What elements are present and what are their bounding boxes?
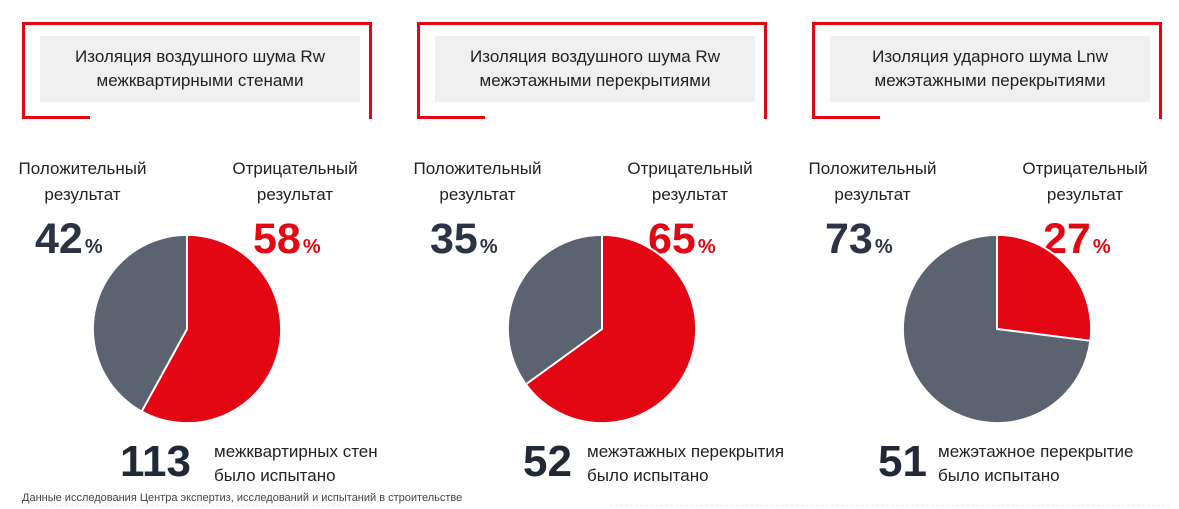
- title-frame: Изоляция воздушного шума Rw межэтажными …: [417, 22, 767, 119]
- pie-chart: [902, 233, 1092, 425]
- positive-percent: 42%: [35, 214, 103, 272]
- positive-label-line1: Положительный: [413, 159, 542, 178]
- dashed-divider: [30, 505, 360, 506]
- chart-panel-3: Изоляция ударного шума Lnw межэтажными п…: [790, 0, 1179, 509]
- positive-percent: 35%: [430, 214, 498, 272]
- title-frame: Изоляция воздушного шума Rw межквартирны…: [22, 22, 372, 119]
- negative-label-line2: результат: [651, 185, 729, 204]
- footnote: Данные исследования Центра экспертиз, ис…: [22, 492, 463, 504]
- negative-label: Отрицательный результат: [605, 156, 775, 208]
- tested-count-text-line1: межэтажное перекрытие: [938, 442, 1134, 461]
- dashed-divider: [610, 505, 1170, 506]
- pie-slice-negative: [996, 233, 1092, 342]
- negative-label-line2: результат: [1046, 185, 1124, 204]
- tested-count: 52: [523, 437, 572, 486]
- percent-sign: %: [479, 236, 498, 258]
- title-frame: Изоляция ударного шума Lnw межэтажными п…: [812, 22, 1162, 119]
- positive-label: Положительный результат: [0, 156, 165, 208]
- chart-title: Изоляция ударного шума Lnw межэтажными п…: [830, 36, 1150, 102]
- positive-label: Положительный результат: [790, 156, 955, 208]
- negative-label: Отрицательный результат: [210, 156, 380, 208]
- positive-label-line2: результат: [44, 185, 121, 204]
- positive-percent-value: 35: [430, 215, 478, 263]
- tested-count-text-line2: было испытано: [214, 466, 336, 485]
- chart-title: Изоляция воздушного шума Rw межквартирны…: [40, 36, 360, 102]
- red-bracket-frame: [22, 22, 372, 119]
- percent-sign: %: [874, 236, 893, 258]
- tested-count-text: межквартирных стен было испытано: [214, 440, 378, 488]
- tested-count: 113: [120, 437, 191, 486]
- negative-label-line2: результат: [256, 185, 334, 204]
- negative-percent-value: 58: [253, 215, 301, 263]
- positive-percent: 73%: [825, 214, 893, 272]
- positive-label-line2: результат: [439, 185, 516, 204]
- pie-slice-positive: [507, 233, 603, 386]
- tested-count-text-line1: межэтажных перекрытия: [587, 442, 785, 461]
- pie-slice-positive: [902, 233, 1092, 425]
- chart-title: Изоляция воздушного шума Rw межэтажными …: [435, 36, 755, 102]
- negative-label-line1: Отрицательный: [232, 159, 358, 178]
- negative-percent: 58%: [253, 214, 321, 272]
- positive-label-line1: Положительный: [18, 159, 147, 178]
- pie-slice-negative: [524, 233, 697, 425]
- positive-label-line1: Положительный: [808, 159, 937, 178]
- chart-panel-1: Изоляция воздушного шума Rw межквартирны…: [0, 0, 395, 509]
- negative-label-line1: Отрицательный: [627, 159, 753, 178]
- chart-panel-2: Изоляция воздушного шума Rw межэтажными …: [395, 0, 790, 509]
- tested-count-text-line1: межквартирных стен: [214, 442, 378, 461]
- pie-slice-positive: [92, 233, 188, 413]
- tested-count-text: межэтажных перекрытия было испытано: [587, 440, 784, 488]
- positive-percent-value: 42: [35, 215, 83, 263]
- pie-chart: [92, 233, 282, 425]
- positive-label: Положительный результат: [395, 156, 560, 208]
- tested-count: 51: [878, 437, 927, 486]
- tested-count-text: межэтажное перекрытие было испытано: [938, 440, 1133, 488]
- positive-label-line2: результат: [834, 185, 911, 204]
- pie-chart: [507, 233, 697, 425]
- tested-count-text-line2: было испытано: [938, 466, 1060, 485]
- negative-label: Отрицательный результат: [1000, 156, 1170, 208]
- pie-slice-negative: [140, 233, 282, 425]
- positive-percent-value: 73: [825, 215, 873, 263]
- red-bracket-frame: [417, 22, 767, 119]
- negative-label-line1: Отрицательный: [1022, 159, 1148, 178]
- red-bracket-frame: [812, 22, 1162, 119]
- percent-sign: %: [697, 236, 716, 258]
- percent-sign: %: [84, 236, 103, 258]
- tested-count-text-line2: было испытано: [587, 466, 709, 485]
- percent-sign: %: [1092, 236, 1111, 258]
- percent-sign: %: [302, 236, 321, 258]
